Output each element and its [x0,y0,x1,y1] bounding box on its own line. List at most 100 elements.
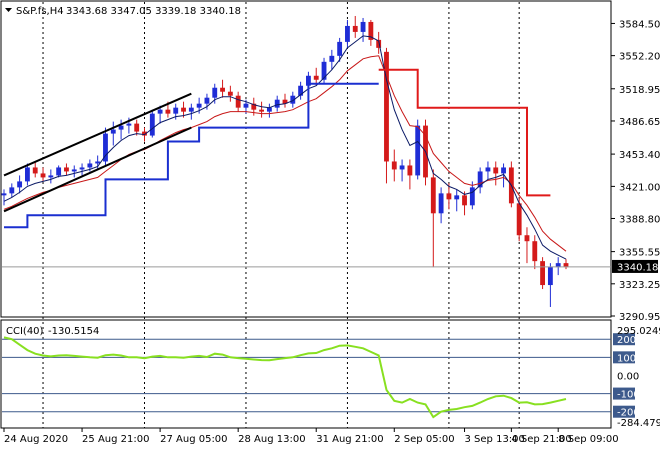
candle-body-49 [384,51,389,162]
slow-ma-line [3,55,567,252]
price-tick-label-1: 3552.20 [619,52,660,63]
candle-body-69 [540,261,546,286]
chevron-down-icon[interactable] [5,8,12,12]
candle-body-72 [563,263,569,268]
candle-body-13 [103,133,108,162]
candle-body-17 [134,123,140,132]
candle-body-52 [407,165,413,176]
candle-body-53 [415,125,421,176]
candle-body-20 [157,109,163,114]
cci-level-badge-1 [613,351,635,364]
candle-body-8 [64,167,69,172]
candle-body-58 [454,195,460,200]
candle-body-28 [220,87,225,92]
candle-body-63 [493,167,499,174]
candle-body-11 [87,163,93,168]
candle-body-67 [524,235,530,242]
candle-body-42 [329,55,335,62]
candle-body-50 [391,161,397,170]
candle-body-3 [24,167,30,182]
candle-body-15 [118,125,124,130]
time-tick-label-4: 31 Aug 21:00 [316,434,383,445]
candle-body-2 [17,181,23,188]
candle-body-57 [446,193,452,200]
candle-body-5 [40,173,46,178]
candle-body-45 [352,25,358,32]
candle-body-34 [266,107,272,112]
cci-level-label-2: 0.00 [617,371,639,382]
candle-body-37 [290,95,296,104]
time-tick-label-2: 27 Aug 05:00 [160,434,227,445]
indicator-min-label: -284.4792 [617,418,660,429]
time-axis: 24 Aug 2020 25 Aug 21:00 27 Aug 05:00 28 Au… [3,428,619,445]
candle-body-33 [259,109,265,112]
candle-body-55 [430,177,436,214]
time-tick-label-7: 4 Sep 21:00 [511,434,571,445]
candle-body-31 [243,103,249,108]
candle-body-14 [110,129,116,134]
candle-body-48 [376,39,382,48]
candle-body-25 [196,103,202,108]
candle-body-18 [142,131,147,136]
price-tick-label-7: 3355.55 [619,248,660,259]
price-tick-label-6: 3388.80 [619,214,660,225]
indicator-max-label: 295.0249 [617,326,660,337]
candle-body-68 [532,241,538,262]
candle-body-27 [212,87,218,98]
indicator-label: CCI(40) [6,326,44,337]
candle-body-70 [547,267,553,286]
current-price-badge [612,259,658,273]
cci-line [3,336,567,419]
candle-body-29 [227,91,233,96]
resistance-step-line [378,68,551,197]
chart-ohlc: 3343.68 3347.05 3339.18 3340.18 [66,6,241,17]
cci-level-badge-0 [613,333,635,346]
price-tick-label-2: 3518.95 [619,85,660,96]
candle-body-56 [438,193,444,214]
time-tick-label-5: 2 Sep 05:00 [394,434,454,445]
candle-body-41 [321,61,327,80]
time-tick-label-0: 24 Aug 2020 [4,434,68,445]
price-tick-label-4: 3453.40 [619,150,660,161]
indicator-value: -130.5154 [48,326,99,337]
candle-body-39 [305,75,311,86]
support-step-line [4,82,379,229]
candle-body-61 [477,171,483,188]
candle-body-24 [188,107,194,112]
cci-level-label-3: -100 [617,390,640,401]
candle-body-40 [313,75,319,80]
candle-body-62 [485,167,491,172]
current-price-label: 3340.18 [617,262,658,273]
candle-body-26 [204,97,210,104]
channel-upper-line [3,92,192,177]
candle-body-38 [298,85,304,96]
price-axis: 3584.50 3552.20 3518.95 3486.65 3453.40 3421.… [2,19,660,323]
candle-body-44 [345,25,350,42]
candle-body-1 [9,187,15,194]
cci-level-label-1: 100 [617,353,636,364]
price-tick-label-3: 3486.65 [619,117,660,128]
candle-body-35 [274,99,280,108]
cci-level-badge-4 [613,405,635,418]
time-tick-label-8: 8 Sep 09:00 [558,434,618,445]
time-tick-label-3: 28 Aug 13:00 [238,434,305,445]
candle-body-22 [173,107,179,114]
candle-body-71 [555,263,561,268]
candle-body-19 [149,113,155,136]
candle-body-59 [462,195,467,206]
time-tick-label-1: 25 Aug 21:00 [82,434,149,445]
candle-body-16 [126,123,132,126]
candle-body-21 [165,109,171,114]
price-tick-label-0: 3584.50 [619,19,660,30]
candle-body-12 [95,161,101,164]
cci-level-badge-3 [613,387,635,400]
candle-body-66 [516,203,522,236]
candle-body-0 [1,193,7,196]
time-tick-label-6: 3 Sep 13:00 [465,434,525,445]
overlay-lines [3,35,567,260]
candle-body-30 [235,95,241,108]
candle-body-6 [48,175,54,178]
candle-body-32 [251,103,257,110]
candle-body-36 [282,99,288,104]
chart-symbol: S&P.fs,H4 [16,6,64,17]
